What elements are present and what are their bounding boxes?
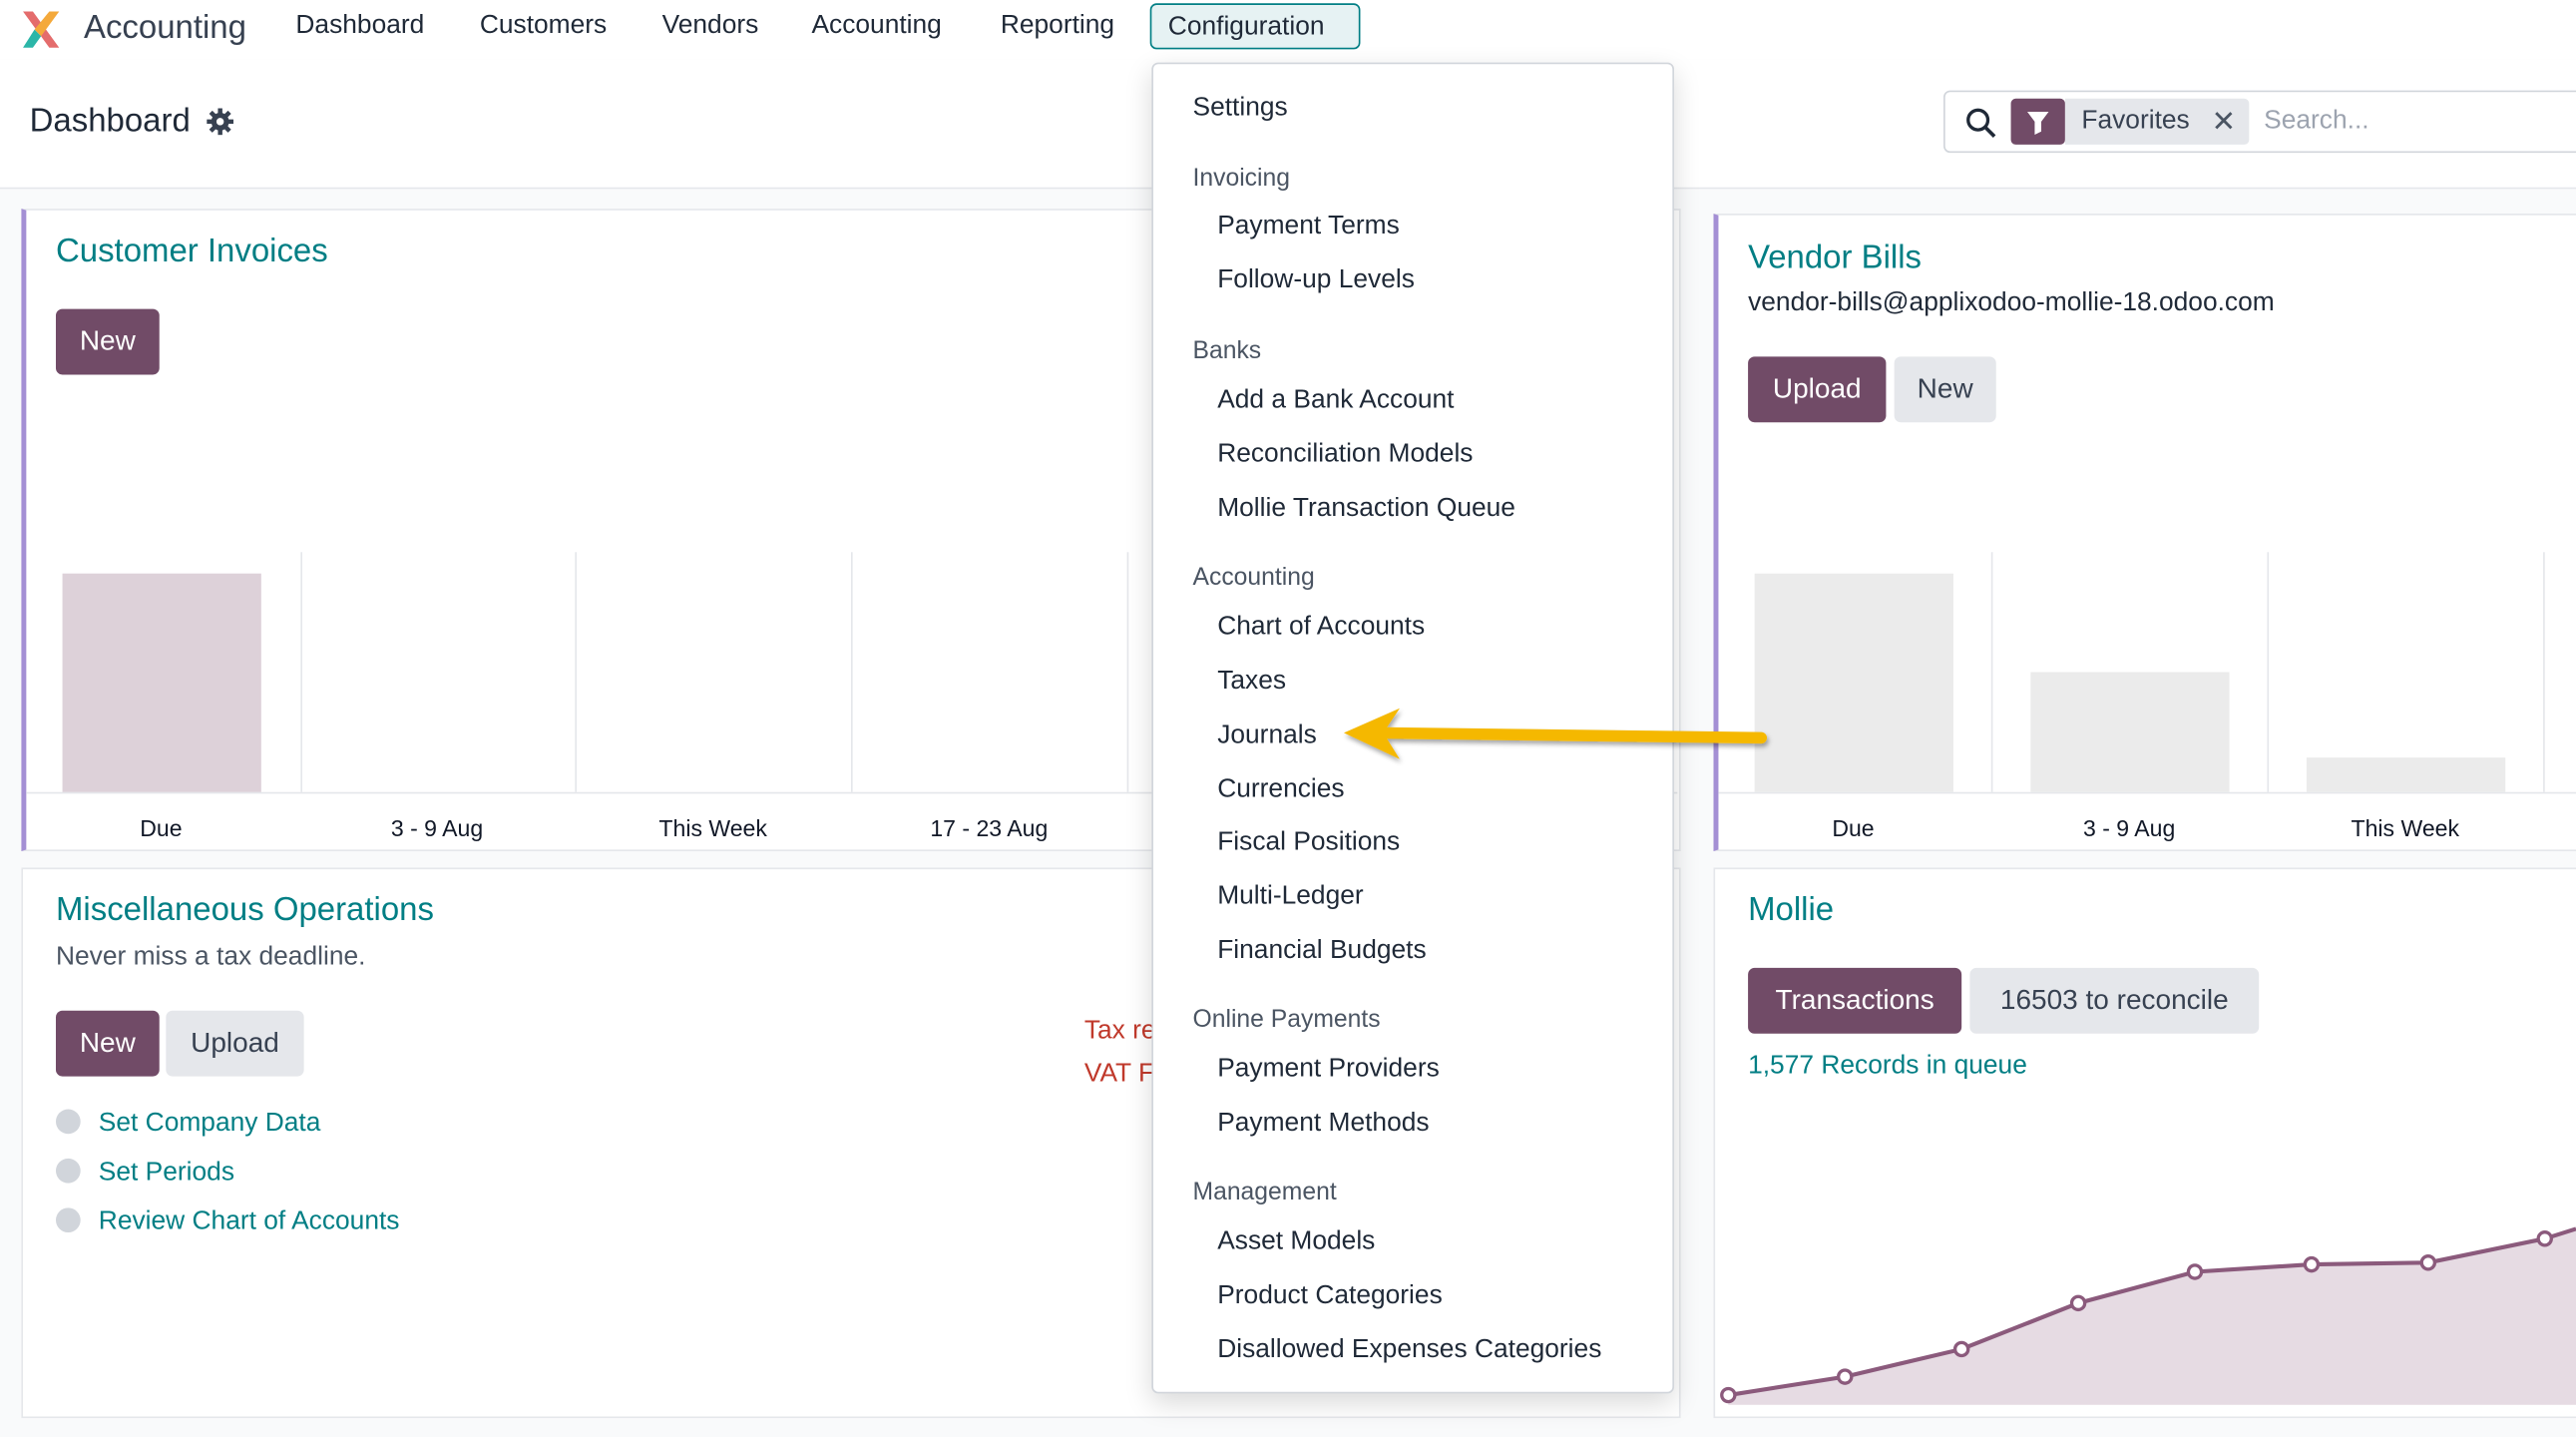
menu-item-reconciliation-models[interactable]: Reconciliation Models [1217, 440, 1474, 469]
nav-customers[interactable]: Customers [479, 11, 608, 40]
menu-item-chart-of-accounts[interactable]: Chart of Accounts [1217, 613, 1426, 642]
step-set-company-data[interactable]: Set Company Data [98, 1109, 321, 1138]
menu-item-fiscal-positions[interactable]: Fiscal Positions [1217, 827, 1401, 856]
misc-operations-subtitle: Never miss a tax deadline. [55, 943, 366, 972]
mollie-chart-point[interactable] [1952, 1340, 1970, 1358]
vendor-bills-upload-button[interactable]: Upload [1748, 356, 1887, 423]
nav-dashboard[interactable]: Dashboard [295, 11, 425, 40]
chart-divider [300, 552, 302, 792]
vendor-bills-title[interactable]: Vendor Bills [1748, 240, 1923, 276]
chart-label: Due [140, 814, 183, 842]
nav-configuration-label: Configuration [1167, 13, 1325, 42]
vendor-bills-new-button[interactable]: New [1894, 356, 1996, 423]
configuration-dropdown: Settings Invoicing Payment Terms Follow-… [1151, 62, 1674, 1394]
step-set-periods[interactable]: Set Periods [98, 1158, 235, 1187]
menu-item-multi-ledger[interactable]: Multi-Ledger [1217, 882, 1364, 911]
menu-item-taxes[interactable]: Taxes [1217, 667, 1287, 696]
misc-operations-upload-button[interactable]: Upload [166, 1010, 304, 1077]
menu-item-asset-models[interactable]: Asset Models [1217, 1227, 1376, 1256]
mollie-chart-point[interactable] [2303, 1255, 2321, 1273]
mollie-chart-point[interactable] [1720, 1386, 1737, 1404]
search-icon[interactable] [1964, 107, 1997, 140]
mollie-reconcile-button[interactable]: 16503 to reconcile [1969, 967, 2260, 1034]
menu-item-payment-methods[interactable]: Payment Methods [1217, 1109, 1430, 1138]
misc-operations-new-button[interactable]: New [55, 1010, 160, 1077]
step-status-dot [55, 1207, 81, 1233]
chart-bar[interactable] [1754, 573, 1953, 792]
nav-configuration[interactable]: Configuration [1149, 3, 1361, 50]
customer-invoices-title[interactable]: Customer Invoices [55, 233, 328, 270]
menu-item-add-bank-account[interactable]: Add a Bank Account [1217, 385, 1455, 414]
accounting-app-logo-icon[interactable] [18, 7, 64, 53]
menu-section-management: Management [1192, 1178, 1337, 1206]
chart-divider [1990, 552, 1993, 792]
chart-label: 17 - 23 Aug [930, 814, 1049, 842]
gear-icon[interactable] [206, 107, 235, 137]
chart-baseline [26, 791, 1678, 794]
chart-divider [850, 552, 853, 792]
mollie-chart-point[interactable] [2186, 1263, 2204, 1280]
close-icon[interactable]: ✕ [2211, 105, 2237, 139]
menu-item-currencies[interactable]: Currencies [1217, 775, 1345, 804]
menu-item-journals[interactable]: Journals [1217, 720, 1317, 749]
menu-item-financial-budgets[interactable]: Financial Budgets [1217, 936, 1427, 965]
vat-alert[interactable]: VAT F [1083, 1060, 1155, 1089]
chart-bar[interactable] [62, 573, 261, 792]
mollie-area-chart [1720, 1226, 2576, 1405]
chart-label: 3 - 9 Aug [390, 814, 484, 842]
step-status-dot [55, 1109, 81, 1135]
chart-baseline [1718, 791, 2576, 794]
menu-section-accounting: Accounting [1192, 563, 1315, 592]
search-facet-favorites: Favorites [2064, 98, 2250, 145]
chart-divider [1126, 552, 1129, 792]
top-navbar: Accounting Dashboard Customers Vendors A… [0, 0, 2576, 60]
chart-bar[interactable] [2306, 756, 2506, 792]
mollie-chart-point[interactable] [2419, 1254, 2437, 1271]
chart-label: This Week [658, 814, 767, 842]
menu-item-follow-up-levels[interactable]: Follow-up Levels [1217, 265, 1415, 294]
step-review-chart-of-accounts[interactable]: Review Chart of Accounts [98, 1207, 400, 1236]
page-title: Dashboard [29, 103, 191, 140]
menu-item-settings[interactable]: Settings [1192, 93, 1288, 122]
mollie-chart-point[interactable] [2536, 1230, 2553, 1247]
chart-divider [575, 552, 577, 792]
step-status-dot [55, 1158, 81, 1184]
app-name[interactable]: Accounting [83, 9, 246, 47]
misc-operations-title[interactable]: Miscellaneous Operations [55, 892, 434, 929]
mollie-chart-area [1728, 1228, 2576, 1405]
tax-return-alert[interactable]: Tax re [1083, 1017, 1156, 1046]
nav-reporting[interactable]: Reporting [1000, 11, 1115, 40]
customer-invoices-new-button[interactable]: New [55, 308, 160, 375]
vendor-bills-email: vendor-bills@applixodoo-mollie-18.odoo.c… [1748, 288, 2275, 317]
nav-vendors[interactable]: Vendors [661, 11, 759, 40]
filter-icon [2010, 98, 2065, 145]
chart-label: Due [1832, 814, 1875, 842]
mollie-queue-link[interactable]: 1,577 Records in queue [1748, 1051, 2027, 1080]
menu-item-mollie-transaction-queue[interactable]: Mollie Transaction Queue [1217, 494, 1515, 523]
chart-bar[interactable] [2030, 672, 2230, 792]
mollie-title[interactable]: Mollie [1748, 892, 1835, 929]
menu-item-disallowed-expenses-categories[interactable]: Disallowed Expenses Categories [1217, 1335, 1602, 1364]
mollie-chart-point[interactable] [1837, 1368, 1854, 1385]
menu-item-product-categories[interactable]: Product Categories [1217, 1281, 1443, 1310]
facet-label: Favorites [2081, 107, 2190, 136]
menu-section-banks: Banks [1192, 336, 1262, 365]
mollie-chart-point[interactable] [2069, 1294, 2087, 1312]
menu-item-payment-providers[interactable]: Payment Providers [1217, 1055, 1440, 1084]
chart-divider [2267, 552, 2270, 792]
mollie-transactions-button[interactable]: Transactions [1748, 967, 1962, 1034]
nav-accounting[interactable]: Accounting [811, 11, 942, 40]
search-input[interactable]: Search... [2264, 107, 2369, 136]
chart-label: 3 - 9 Aug [2082, 814, 2176, 842]
menu-item-payment-terms[interactable]: Payment Terms [1217, 212, 1400, 240]
chart-divider [2543, 552, 2545, 792]
menu-section-online-payments: Online Payments [1192, 1005, 1381, 1034]
chart-label: This Week [2351, 814, 2460, 842]
menu-section-invoicing: Invoicing [1192, 164, 1290, 193]
